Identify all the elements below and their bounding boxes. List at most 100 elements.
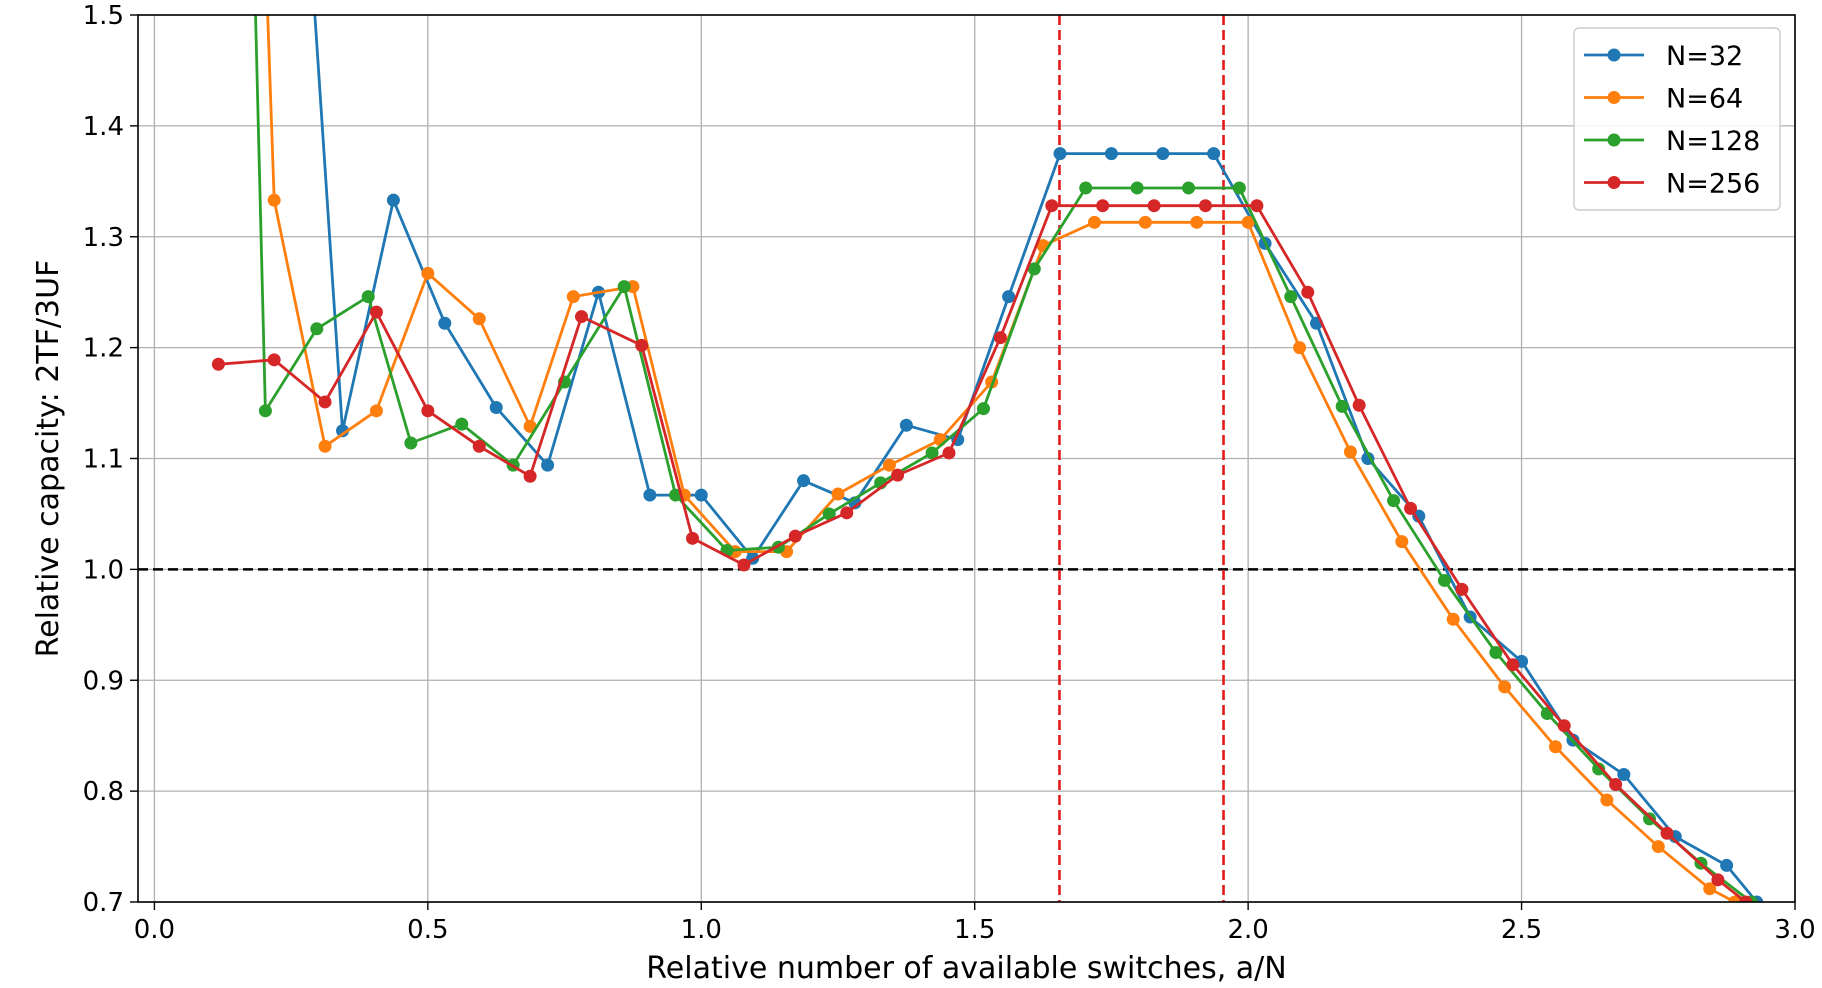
legend-swatch-marker: [1607, 48, 1621, 62]
data-point: [258, 404, 272, 418]
x-tick-label: 1.5: [954, 915, 995, 945]
data-point: [1130, 181, 1144, 195]
data-point: [1198, 199, 1212, 213]
data-point: [421, 266, 435, 280]
series-n-32: [313, 15, 1764, 902]
data-point: [523, 469, 537, 483]
legend-item: N=64: [1584, 84, 1743, 115]
data-point: [788, 529, 802, 543]
data-point: [686, 531, 700, 545]
data-point: [617, 280, 631, 294]
data-point: [1617, 767, 1631, 781]
data-point: [1395, 535, 1409, 549]
data-point: [1720, 858, 1734, 872]
data-point: [1104, 147, 1118, 161]
data-point: [840, 506, 854, 520]
reference-lines: [138, 15, 1795, 902]
data-point: [1053, 147, 1067, 161]
data-point: [1079, 181, 1093, 195]
legend-item: N=128: [1584, 126, 1760, 157]
series-n-256: [211, 199, 1753, 902]
legend-swatch-marker: [1607, 91, 1621, 104]
data-point: [361, 290, 375, 304]
data-point: [1643, 812, 1657, 826]
data-point: [976, 402, 990, 416]
legend-item: N=32: [1584, 41, 1743, 72]
data-point: [1190, 215, 1204, 229]
data-point: [472, 312, 486, 326]
x-tick-label: 1.0: [681, 915, 722, 945]
data-point: [566, 290, 580, 304]
legend-item: N=256: [1584, 169, 1760, 200]
data-point: [1703, 882, 1717, 896]
legend-box: [1573, 27, 1781, 211]
data-point: [993, 331, 1007, 345]
y-tick-label: 1.4: [83, 112, 124, 142]
y-tick-label: 1.1: [83, 445, 124, 475]
data-point: [421, 404, 435, 418]
data-point: [472, 439, 486, 453]
data-point: [1506, 658, 1520, 672]
data-point: [267, 353, 281, 367]
legend: N=32 N=64 N=128 N=256: [1573, 27, 1781, 211]
data-point: [1087, 215, 1101, 229]
legend-label: N=32: [1666, 41, 1743, 72]
y-tick-label: 0.8: [83, 777, 124, 807]
data-point: [1412, 509, 1426, 523]
data-point: [942, 446, 956, 460]
data-point: [267, 193, 281, 207]
x-axis-label: Relative number of available switches, a…: [646, 951, 1286, 986]
data-point: [386, 193, 400, 207]
data-point: [1293, 341, 1307, 355]
data-point: [822, 507, 836, 521]
data-point: [1660, 826, 1674, 840]
x-tick-label: 0.0: [134, 915, 175, 945]
data-point: [831, 487, 845, 501]
data-point: [541, 458, 555, 472]
legend-label: N=128: [1666, 126, 1760, 157]
x-tick-label: 2.5: [1501, 915, 1542, 945]
data-point: [318, 395, 332, 409]
data-point: [643, 488, 657, 502]
data-point: [1241, 215, 1255, 229]
data-point: [1711, 873, 1725, 887]
data-point: [404, 436, 418, 450]
data-point: [336, 424, 350, 438]
data-point: [438, 316, 452, 330]
data-point: [694, 488, 708, 502]
y-tick-label: 1.5: [83, 1, 124, 31]
legend-swatch-marker: [1607, 176, 1621, 189]
data-point: [1182, 181, 1196, 195]
data-point: [455, 417, 469, 431]
x-tick-label: 2.0: [1227, 915, 1268, 945]
data-point: [1592, 762, 1606, 776]
y-tick-label: 1.0: [83, 555, 124, 585]
data-point: [1343, 445, 1357, 459]
data-point: [1557, 719, 1571, 733]
data-point: [737, 558, 751, 572]
data-point: [369, 305, 383, 319]
data-point: [899, 418, 913, 432]
data-point: [1404, 501, 1418, 515]
series-line: [313, 15, 1758, 902]
y-tick-label: 0.9: [83, 666, 124, 696]
series-line: [218, 204, 1747, 902]
data-point: [523, 419, 537, 433]
y-tick-label: 1.3: [83, 223, 124, 253]
data-point: [1437, 573, 1451, 587]
data-point: [1096, 199, 1110, 213]
data-point: [1147, 199, 1161, 213]
data-point: [1651, 840, 1665, 854]
data-point: [1250, 199, 1264, 213]
data-point: [1301, 285, 1315, 299]
legend-label: N=256: [1666, 169, 1760, 200]
data-point: [1498, 680, 1512, 694]
data-point: [1739, 895, 1753, 902]
data-point: [797, 474, 811, 488]
data-point: [1455, 582, 1469, 596]
data-point: [310, 322, 324, 336]
data-point: [1002, 290, 1016, 304]
x-tick-label: 3.0: [1774, 915, 1815, 945]
data-point: [882, 458, 896, 472]
